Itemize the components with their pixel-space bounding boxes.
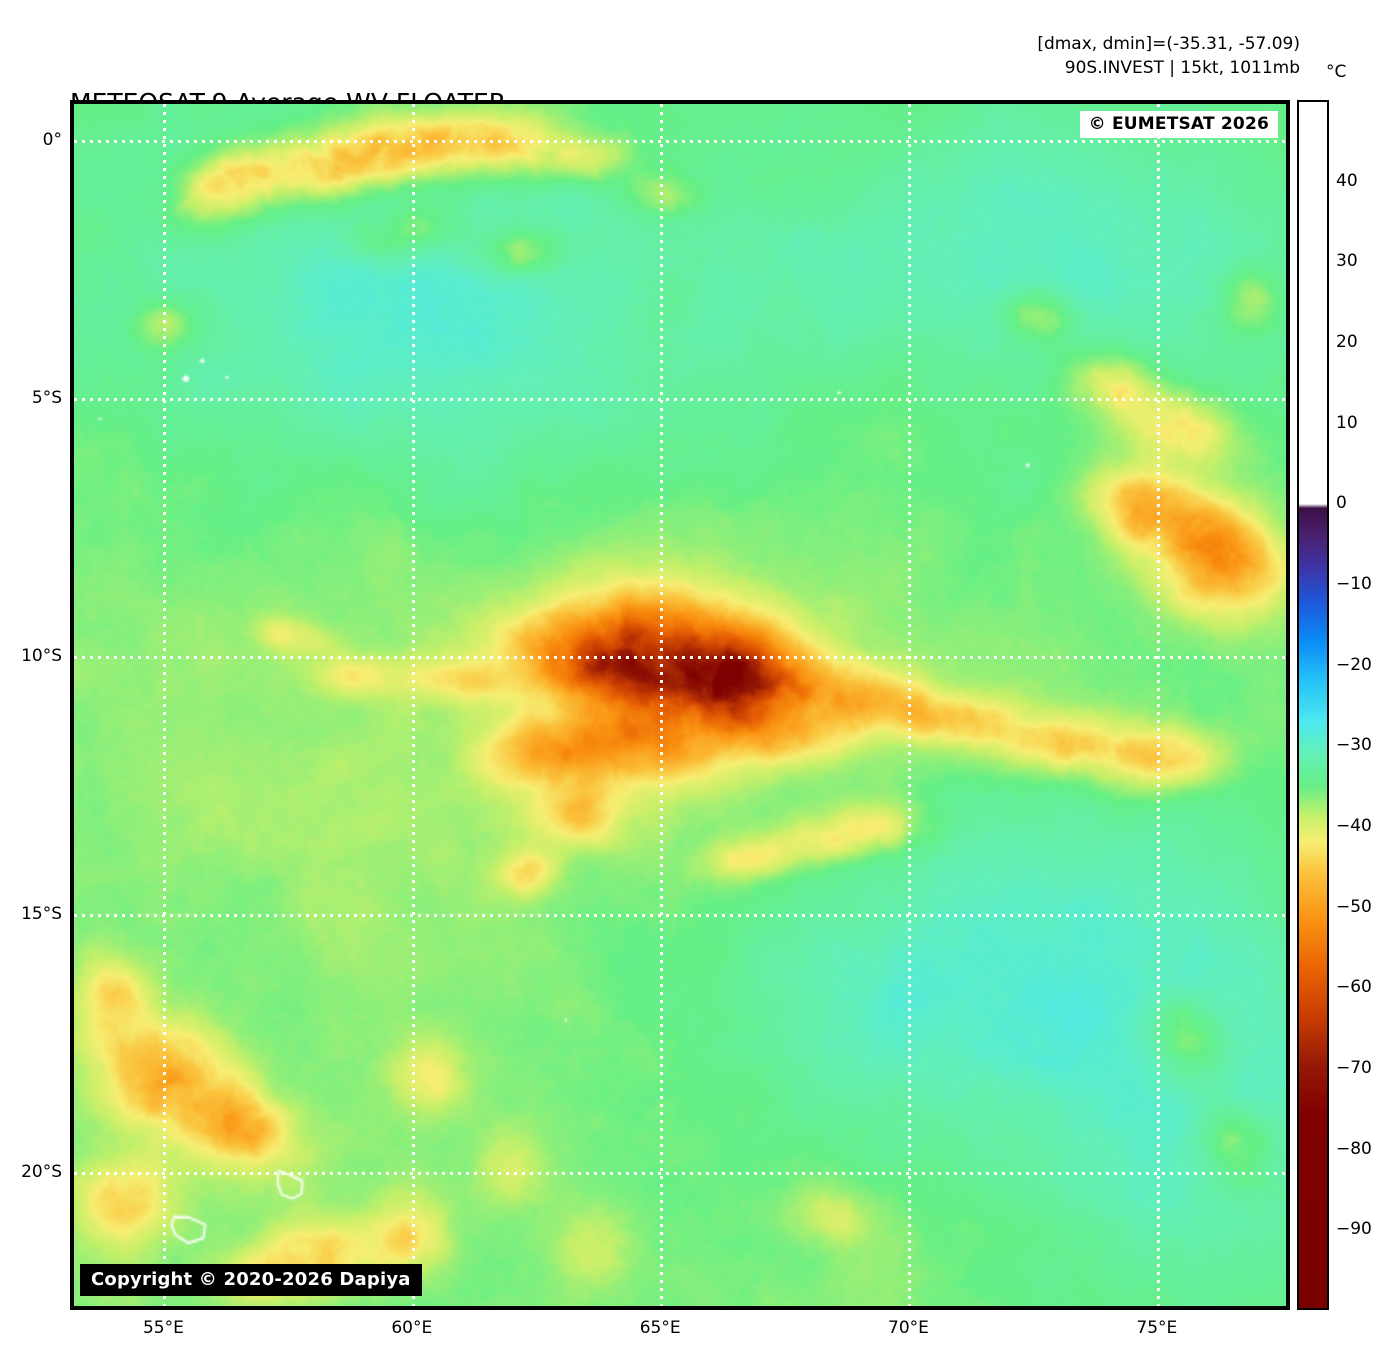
water-vapor-imagery — [74, 104, 1286, 1306]
colorbar-tick-label: −20 — [1336, 654, 1372, 675]
colorbar-tick-label: −50 — [1336, 896, 1372, 917]
colorbar-tick-label: −30 — [1336, 735, 1372, 756]
x-tick-label: 55°E — [142, 1318, 184, 1338]
satellite-plot-area[interactable]: © EUMETSAT 2026 Copyright © 2020-2026 Da… — [70, 100, 1290, 1310]
x-tick-label: 65°E — [639, 1318, 681, 1338]
colorbar-tick-label: −80 — [1336, 1138, 1372, 1159]
temperature-colorbar[interactable] — [1297, 100, 1329, 1310]
y-tick-label: 0° — [42, 130, 62, 151]
colorbar-tick-label: −70 — [1336, 1058, 1372, 1078]
y-tick-label: 5°S — [31, 388, 62, 409]
colorbar-tick-label: 30 — [1336, 251, 1358, 272]
colorbar-tick-label: −60 — [1336, 977, 1372, 998]
x-tick-label: 75°E — [1136, 1318, 1178, 1338]
y-tick-label: 20°S — [21, 1161, 62, 1182]
colorbar-tick-label: −40 — [1336, 816, 1372, 836]
colorbar-tick-label: 20 — [1336, 332, 1358, 352]
colorbar-gradient — [1299, 102, 1327, 1308]
dapiya-copyright-badge: Copyright © 2020-2026 Dapiya — [80, 1264, 422, 1296]
dmax-dmin-readout: [dmax, dmin]=(-35.31, -57.09) — [1037, 34, 1300, 54]
colorbar-tick-label: 40 — [1336, 170, 1358, 191]
x-tick-label: 70°E — [888, 1318, 929, 1338]
storm-info-readout: 90S.INVEST | 15kt, 1011mb — [1064, 58, 1300, 79]
colorbar-tick-label: 10 — [1336, 412, 1358, 433]
colorbar-tick-label: −90 — [1336, 1219, 1372, 1240]
colorbar-tick-label: −10 — [1336, 574, 1372, 594]
x-tick-label: 60°E — [391, 1318, 433, 1338]
colorbar-tick-label: 0 — [1336, 493, 1347, 514]
eumetsat-copyright-badge: © EUMETSAT 2026 — [1079, 111, 1278, 138]
metadata-block: [dmax, dmin]=(-35.31, -57.09) 90S.INVEST… — [1037, 32, 1300, 80]
colorbar-unit-label: °C — [1326, 62, 1347, 82]
y-tick-label: 10°S — [21, 645, 62, 666]
y-tick-label: 15°S — [21, 903, 62, 924]
